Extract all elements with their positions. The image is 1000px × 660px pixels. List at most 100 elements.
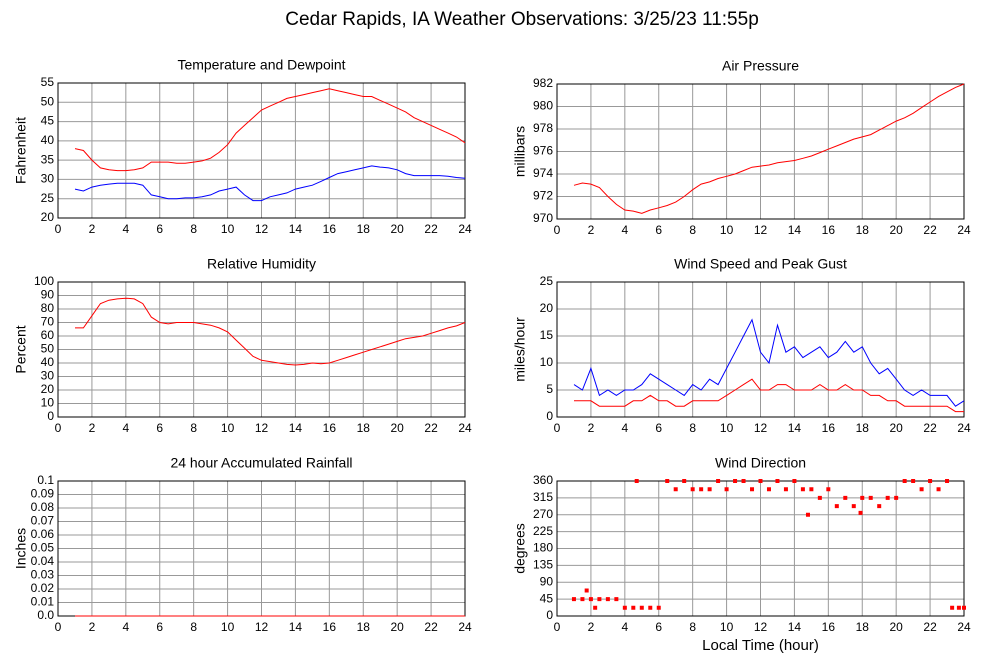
x-tick-label: 18 [856,620,870,634]
x-tick-label: 10 [221,222,235,236]
x-tick-label: 18 [856,421,870,435]
data-point [885,495,890,500]
data-point [639,605,644,610]
data-point [597,597,602,602]
y-tick-label: 10 [41,396,55,410]
x-tick-label: 12 [754,223,768,237]
x-tick-label: 10 [720,223,734,237]
y-tick-label: 0.03 [31,568,55,582]
x-tick-label: 24 [458,421,472,435]
data-point [631,605,636,610]
plot-frame [57,82,466,219]
x-tick-label: 0 [554,620,561,634]
data-point [858,510,863,515]
x-tick-label: 16 [323,620,337,634]
data-point [919,487,924,492]
x-tick-label: 0 [554,223,561,237]
data-point [648,605,653,610]
x-tick-label: 16 [822,421,836,435]
data-point [750,487,755,492]
data-point [817,495,822,500]
data-point [928,479,933,483]
y-tick-label: 0.05 [31,541,55,555]
x-tick-label: 6 [655,421,662,435]
x-tick-label: 4 [621,620,628,634]
x-tick-label: 16 [323,421,337,435]
y-tick-label: 980 [533,99,553,113]
data-point [656,605,661,610]
x-tick-label: 12 [754,421,768,435]
data-point [809,487,814,492]
y-tick-label: 60 [41,328,55,342]
y-tick-label: 50 [41,94,55,108]
y-tick-label: 976 [533,144,553,158]
x-tick-label: 4 [122,620,129,634]
x-tick-label: 12 [255,620,269,634]
data-line [573,318,965,407]
y-tick-label: 978 [533,121,553,135]
x-tick-label: 0 [554,421,561,435]
x-tick-label: 8 [689,223,696,237]
data-point [707,487,712,492]
x-tick-label: 22 [424,421,438,435]
data-point [588,597,593,602]
x-tick-label: 20 [390,620,404,634]
x-tick-label: 22 [923,620,937,634]
data-point [894,495,899,500]
data-point [936,487,941,492]
y-axis-label: degrees [512,523,528,574]
y-axis-label: Fahrenheit [13,117,29,184]
x-tick-label: 24 [957,620,971,634]
data-point [950,605,955,610]
x-tick-label: 14 [788,421,802,435]
x-axis-label: Local Time (hour) [702,637,819,654]
x-tick-label: 22 [424,222,438,236]
data-point [724,487,729,492]
plot-frame [556,83,965,220]
y-tick-label: 0.06 [31,527,55,541]
y-tick-label: 360 [533,473,553,487]
y-tick-label: 40 [41,355,55,369]
data-line [75,297,466,366]
x-tick-label: 2 [588,223,595,237]
x-tick-label: 20 [889,223,903,237]
data-point [682,479,687,483]
data-point [699,487,704,492]
x-tick-label: 18 [357,222,371,236]
x-tick-label: 2 [89,620,96,634]
x-tick-label: 24 [458,620,472,634]
y-tick-label: 25 [540,274,554,288]
data-point [834,504,839,509]
y-tick-label: 0.01 [31,595,55,609]
data-point [634,479,639,483]
y-tick-label: 982 [533,76,553,90]
panel-title: Wind Direction [715,455,806,471]
y-tick-label: 30 [41,369,55,383]
y-axis-label: Inches [13,528,29,569]
data-point [805,512,810,517]
x-tick-label: 14 [289,620,303,634]
data-point [902,479,907,483]
y-tick-label: 974 [533,166,553,180]
plot-frame [57,281,466,418]
x-tick-label: 10 [221,421,235,435]
x-tick-label: 4 [122,222,129,236]
y-axis-label: millibars [512,126,528,177]
y-tick-label: 270 [533,507,553,521]
x-tick-label: 22 [424,620,438,634]
x-tick-label: 12 [754,620,768,634]
x-tick-label: 0 [55,222,62,236]
y-tick-label: 0.08 [31,500,55,514]
data-point [860,495,865,500]
y-tick-label: 0 [47,409,54,423]
data-point [622,605,627,610]
x-tick-label: 22 [923,223,937,237]
y-tick-label: 180 [533,541,553,555]
x-tick-label: 14 [289,421,303,435]
y-tick-label: 225 [533,524,553,538]
data-point [614,597,619,602]
data-line [573,83,965,214]
x-tick-label: 4 [122,421,129,435]
x-tick-label: 24 [957,223,971,237]
